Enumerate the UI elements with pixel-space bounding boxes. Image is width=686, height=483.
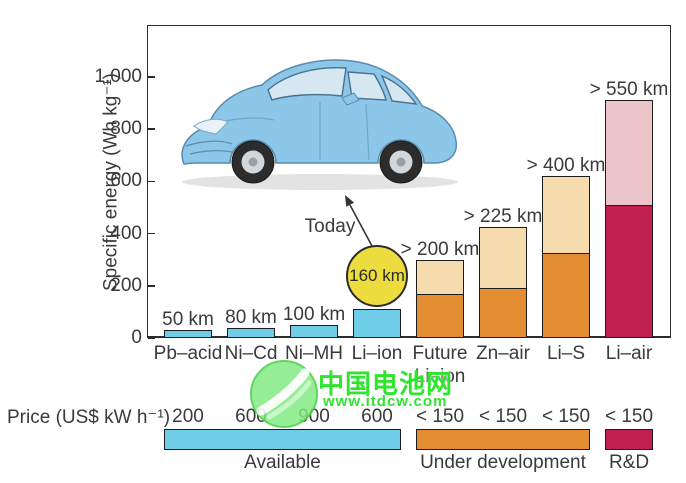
bar-segment-Zn–air: [479, 227, 527, 289]
bar-segment-Zn–air: [479, 288, 527, 338]
y-axis-tick: [148, 232, 155, 235]
price-value: < 150: [415, 406, 465, 427]
price-value: < 150: [541, 406, 591, 427]
range-label: > 200 km: [400, 238, 480, 260]
price-row-label: Price (US$ kW h⁻¹): [7, 407, 171, 428]
car-image: [181, 59, 458, 190]
bar-segment-Future: [416, 259, 464, 294]
price-value: 200: [172, 406, 204, 427]
y-tick-label: 800: [110, 118, 142, 140]
legend-bar-r&d: [605, 429, 653, 450]
legend-label: Under development: [420, 452, 586, 473]
y-axis-tick: [148, 285, 155, 287]
range-label: > 225 km: [463, 206, 543, 228]
category-label: Ni–MH: [266, 342, 362, 365]
car-headlight: [193, 118, 229, 135]
price-value: 600: [361, 406, 393, 427]
bar-segment-Li–ion: [353, 309, 401, 338]
y-tick-label: 600: [110, 170, 142, 192]
y-axis-tick: [148, 76, 155, 78]
category-label: Li–S: [518, 342, 614, 365]
category-label-line: Li–air: [605, 343, 653, 364]
category-label-line: Zn–air: [476, 343, 530, 364]
range-label: 50 km: [162, 309, 214, 331]
legend-bar-available: [164, 429, 401, 450]
bar-segment-Future: [416, 293, 464, 338]
y-axis-tick: [148, 180, 155, 183]
category-label-line: Pb–acid: [153, 343, 223, 364]
car-front-window: [347, 71, 387, 101]
range-highlight-circle: 160 km: [346, 245, 408, 307]
category-label: Li–ion: [329, 342, 425, 365]
car-rear-wheel: [379, 140, 423, 184]
car-door-lines: [319, 102, 370, 161]
car-rear-window: [380, 74, 418, 105]
y-tick-label: 0: [131, 327, 142, 348]
price-value: < 150: [478, 406, 528, 427]
bar-segment-Li–air: [605, 100, 653, 205]
category-label-line: Ni–MH: [284, 343, 344, 364]
range-label: 100 km: [282, 304, 346, 326]
y-tick-label: 200: [110, 274, 142, 296]
watermark-site-name: 中国电池网: [318, 369, 454, 399]
category-label: Zn–air: [455, 342, 551, 365]
legend-bar-under-development: [416, 429, 590, 450]
y-axis-tick: [148, 128, 155, 130]
category-label: Pb–acid: [140, 342, 236, 365]
range-label: > 550 km: [589, 79, 669, 101]
watermark-site-url: www.itdcw.com: [323, 393, 448, 410]
car-windshield: [267, 66, 347, 101]
category-label: Ni–Cd: [203, 342, 299, 365]
bar-segment-Li–S: [542, 253, 590, 338]
range-label: > 400 km: [526, 155, 606, 177]
category-label-line: Ni–Cd: [224, 343, 278, 364]
bar-segment-Ni–Cd: [227, 328, 275, 338]
y-axis-tick: [148, 337, 155, 339]
bar-segment-Pb–acid: [164, 330, 212, 338]
plot-area: [147, 25, 671, 338]
car-mirror: [341, 92, 360, 106]
car-bumper-lines: [185, 140, 233, 155]
y-tick-label: 400: [110, 222, 142, 244]
bar-segment-Li–air: [605, 204, 653, 338]
category-label-line: Li–ion: [414, 366, 466, 387]
category-label: Li–air: [581, 342, 677, 365]
legend-label: R&D: [608, 452, 650, 473]
y-tick-label: 1,000: [94, 66, 142, 87]
category-label-line: Li–S: [546, 343, 586, 364]
category-label-line: Future: [412, 343, 468, 364]
category-label: Future Li–ion: [392, 342, 488, 388]
car-front-wheel: [231, 140, 275, 184]
bar-segment-Ni–MH: [290, 325, 338, 338]
today-annotation-label: Today: [304, 216, 356, 237]
category-label-line: Li–ion: [351, 343, 403, 364]
price-value: < 150: [604, 406, 654, 427]
range-label: 80 km: [225, 307, 277, 329]
watermark-globe-logo: [250, 360, 318, 428]
bar-segment-Li–S: [542, 176, 590, 254]
legend-label: Available: [244, 452, 321, 473]
